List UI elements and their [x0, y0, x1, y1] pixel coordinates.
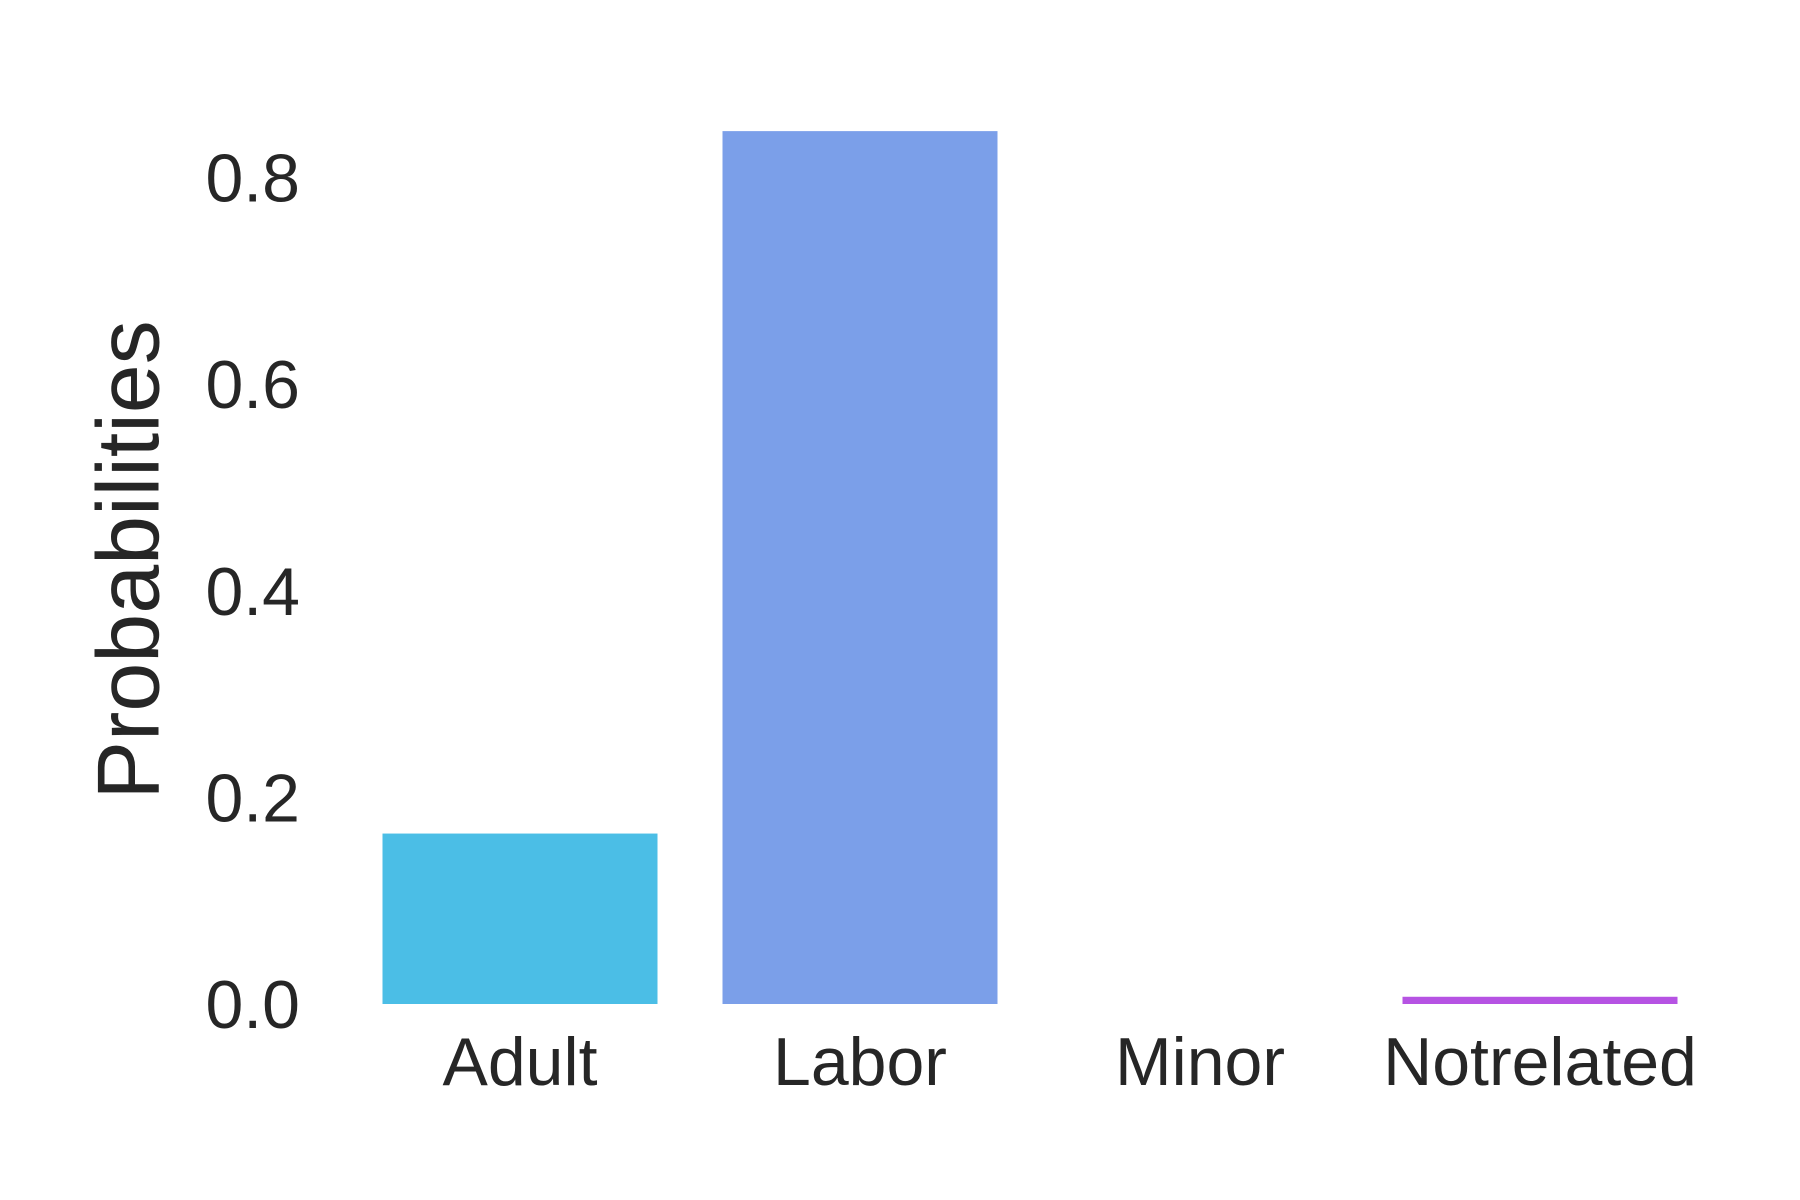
- x-tick-label-notrelated: Notrelated: [1383, 1024, 1697, 1100]
- y-tick-label: 0.0: [205, 967, 300, 1043]
- y-tick-label: 0.8: [205, 141, 300, 217]
- bar-notrelated: [1402, 996, 1678, 1004]
- y-tick-label: 0.4: [205, 554, 300, 630]
- y-tick-label: 0.2: [205, 760, 300, 836]
- y-axis-label: Probabilities: [78, 320, 177, 799]
- x-tick-label-adult: Adult: [443, 1024, 598, 1100]
- bar-adult: [382, 833, 658, 1004]
- x-tick-label-minor: Minor: [1115, 1024, 1285, 1100]
- x-axis-ticks: Adult Labor Minor Notrelated: [443, 1024, 1697, 1100]
- bar-labor: [722, 131, 998, 1005]
- bars-group: [382, 131, 1678, 1005]
- y-axis-ticks: 0.0 0.2 0.4 0.6 0.8: [205, 141, 300, 1043]
- x-tick-label-labor: Labor: [773, 1024, 947, 1100]
- y-tick-label: 0.6: [205, 347, 300, 423]
